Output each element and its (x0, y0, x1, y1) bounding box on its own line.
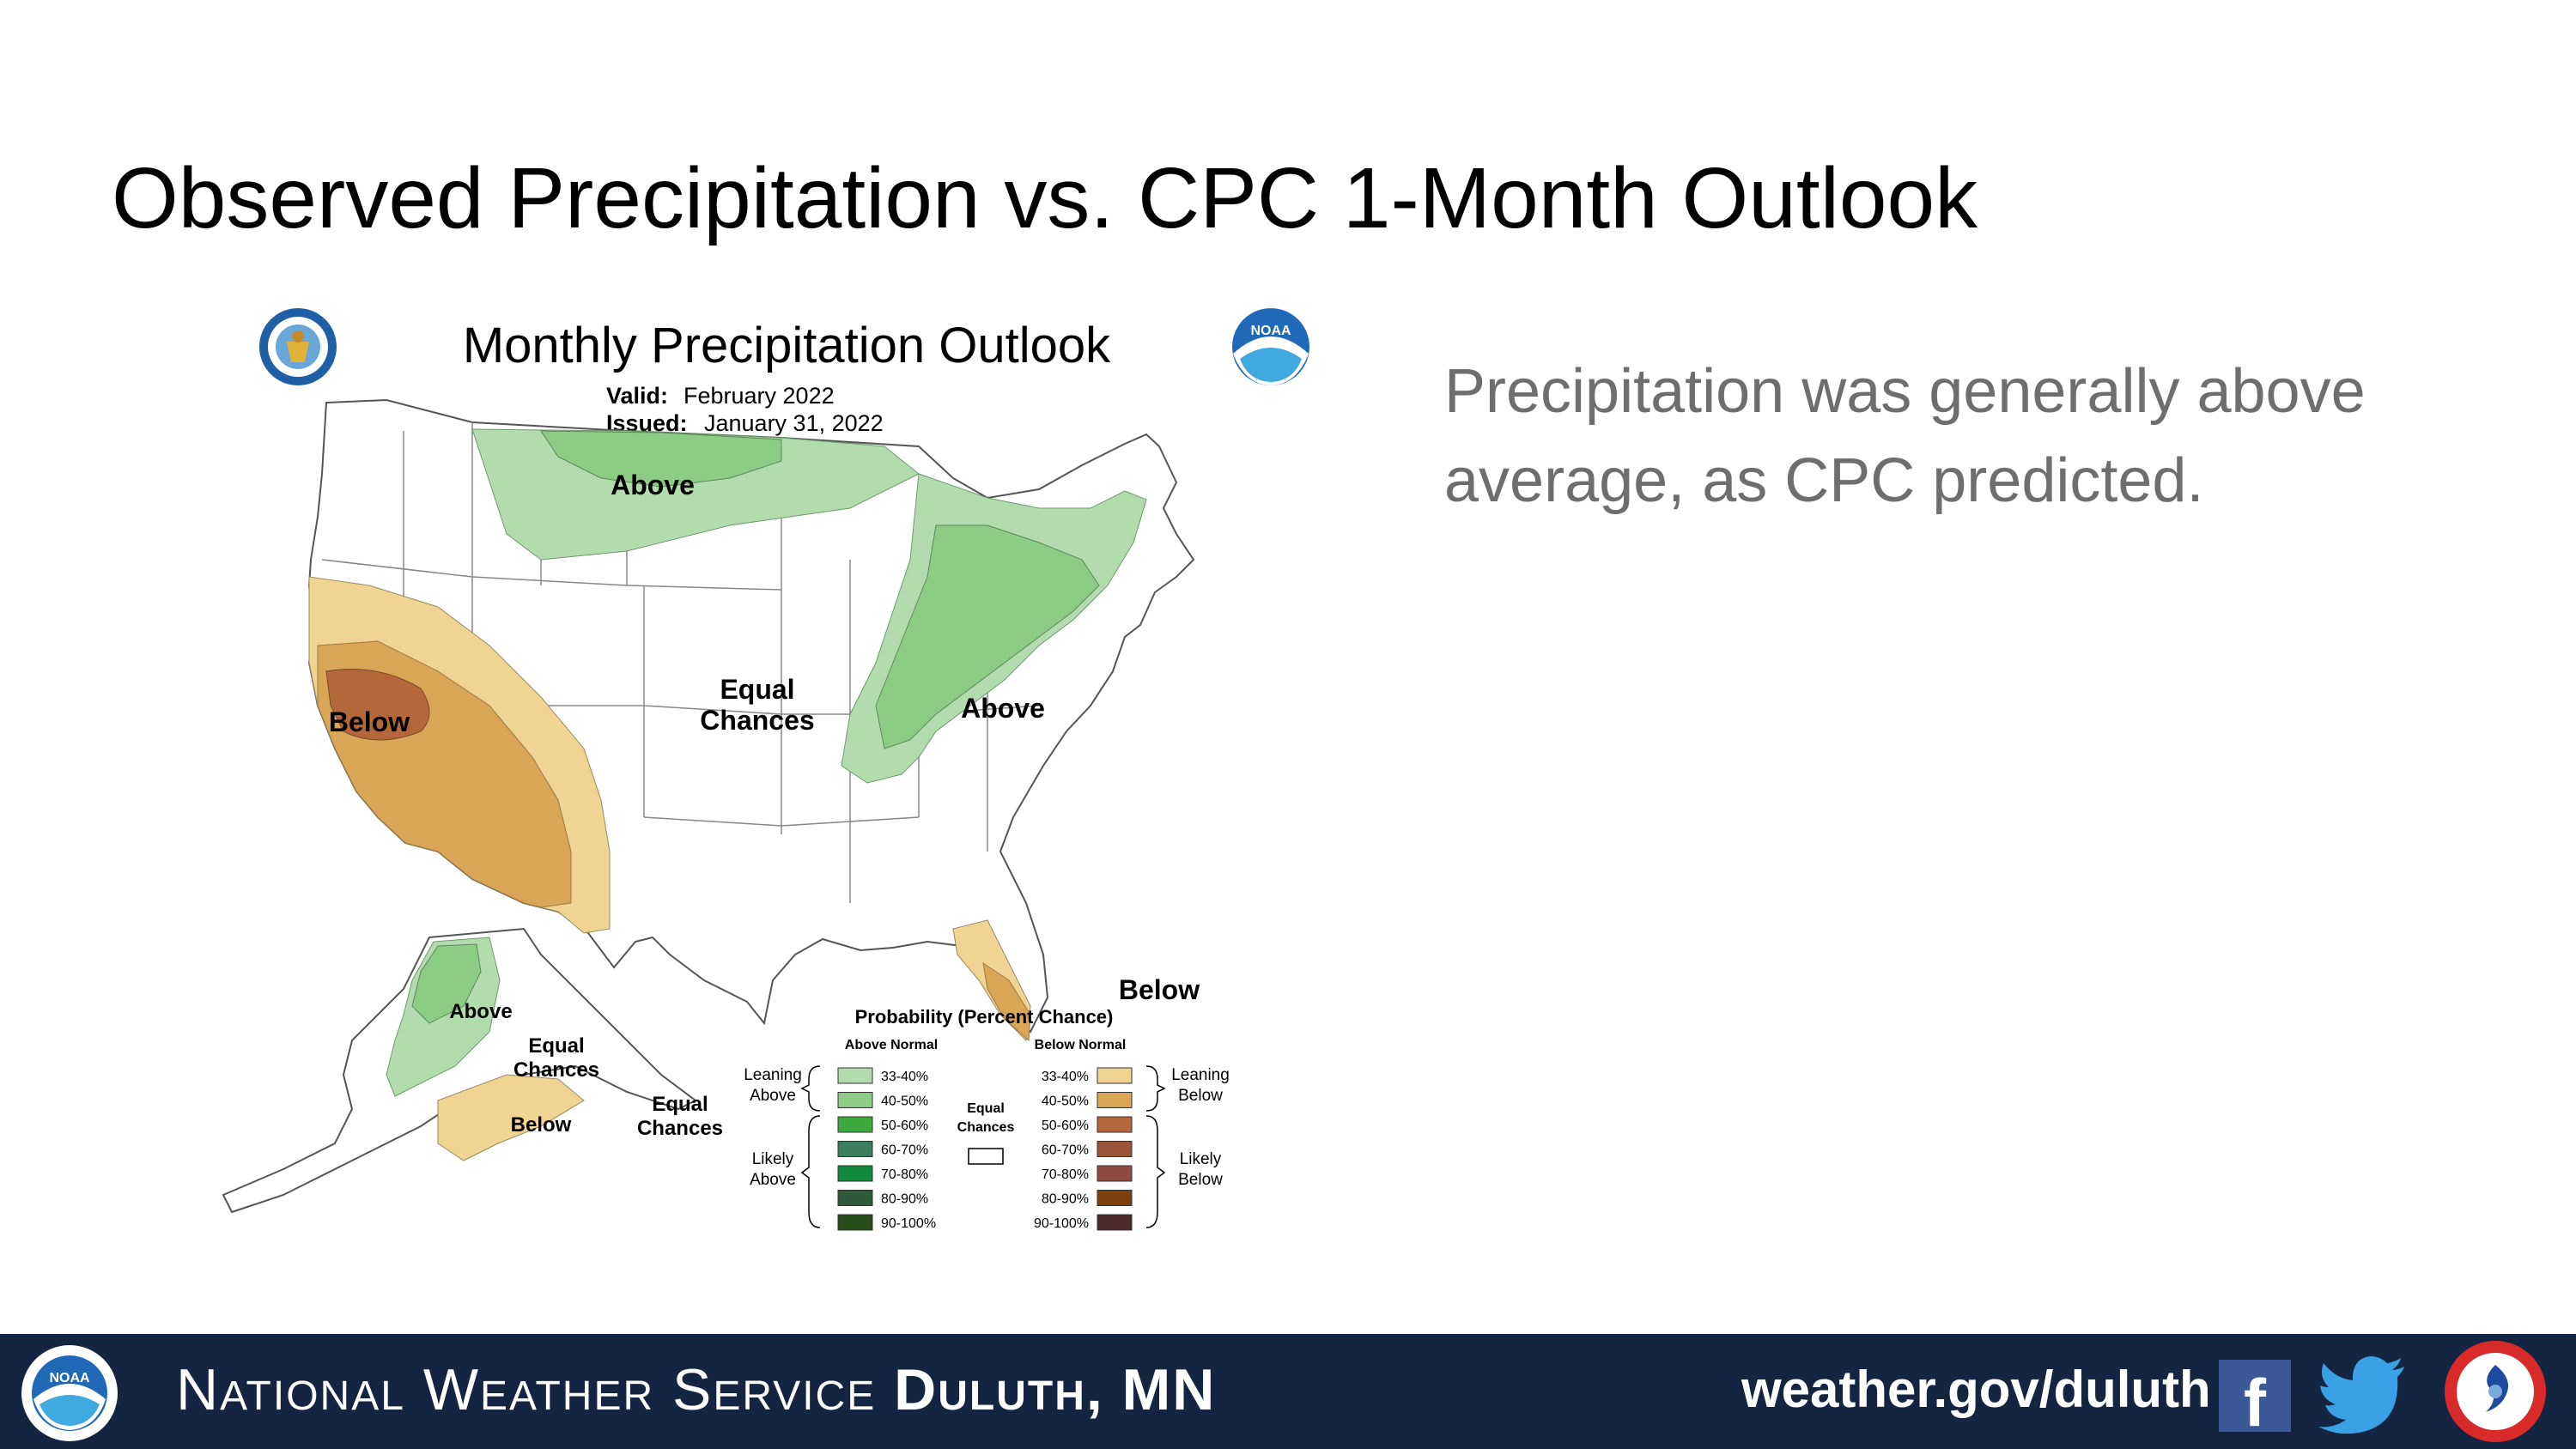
legend-above-item-label: 90-100% (881, 1216, 936, 1231)
legend-above-header: Above Normal (845, 1038, 938, 1052)
legend-likely-above-2: Above (750, 1171, 796, 1189)
label-below-west: Below (329, 706, 410, 737)
alaska-above-mid (411, 943, 482, 1024)
issued-value: January 31, 2022 (704, 410, 884, 436)
legend-likely-above-1: Likely (752, 1150, 794, 1168)
map-title: Monthly Precipitation Outlook (463, 318, 1111, 373)
legend-above-item-swatch (837, 1165, 873, 1182)
legend-title: Probability (Percent Chance) (855, 1006, 1114, 1028)
legend-above-item-label: 60-70% (881, 1143, 928, 1158)
noaa-logo-icon: NOAA (1232, 308, 1309, 385)
legend-above-item-swatch (837, 1214, 873, 1231)
legend-above-item-swatch (837, 1092, 873, 1108)
label-above-north: Above (611, 470, 695, 500)
svg-text:NOAA: NOAA (49, 1371, 90, 1385)
facebook-icon[interactable]: f (2219, 1360, 2291, 1432)
footer-organization: National Weather Service Duluth, MN (176, 1356, 1216, 1423)
footer-bar: NOAA National Weather Service Duluth, MN… (0, 1334, 2576, 1449)
label-ak-below: Below (511, 1113, 572, 1137)
label-ak-equal2-1: Equal (652, 1093, 708, 1116)
legend-likely-below-2: Below (1178, 1171, 1223, 1189)
precipitation-outlook-map: NOAA Monthly Precipitation Outlook Valid… (180, 302, 1374, 1238)
legend-equal-2: Chances (957, 1120, 1015, 1135)
facebook-glyph: f (2244, 1365, 2266, 1432)
label-ak-equal-1: Equal (528, 1034, 584, 1058)
legend-above-item-label: 40-50% (881, 1094, 928, 1109)
legend-below-item-swatch (1097, 1067, 1133, 1084)
legend-below-item-swatch (1097, 1092, 1133, 1108)
legend-below-item-swatch (1097, 1141, 1133, 1157)
legend-above-item-label: 80-90% (881, 1192, 928, 1207)
legend-below-header: Below Normal (1035, 1038, 1127, 1052)
footer-url-link[interactable]: weather.gov/duluth (1741, 1361, 2211, 1418)
summary-text: Precipitation was generally above averag… (1444, 357, 2366, 515)
footer-office: Duluth, MN (894, 1357, 1217, 1422)
legend-equal-1: Equal (967, 1101, 1005, 1116)
svg-text:NOAA: NOAA (1250, 324, 1291, 338)
twitter-icon[interactable] (2318, 1356, 2408, 1434)
legend-leaning-above-2: Above (750, 1087, 796, 1105)
alaska-below (437, 1074, 585, 1161)
label-ak-above: Above (449, 1000, 512, 1023)
nws-logo-icon (2445, 1341, 2546, 1442)
label-ak-equal2-2: Chances (637, 1117, 723, 1140)
legend-below-item-label: 33-40% (1042, 1070, 1089, 1084)
legend-likely-below-1: Likely (1180, 1150, 1222, 1168)
legend-above-item-label: 50-60% (881, 1119, 928, 1133)
label-equal-conus-1: Equal (720, 674, 794, 705)
valid-label: Valid: (606, 383, 668, 409)
legend-below-item-label: 90-100% (1034, 1216, 1089, 1231)
below-florida-mid (982, 961, 1031, 1042)
label-ak-equal-2: Chances (513, 1058, 599, 1082)
label-equal-conus-2: Chances (700, 705, 814, 736)
legend-below-item-label: 50-60% (1042, 1119, 1089, 1133)
legend-equal-swatch (968, 1148, 1004, 1165)
legend-above-item-label: 33-40% (881, 1070, 928, 1084)
above-north-mid (540, 430, 782, 488)
probability-legend: Probability (Percent Chance) Above Norma… (744, 1006, 1230, 1231)
legend-below-item-label: 70-80% (1042, 1167, 1089, 1182)
legend-above-item-label: 70-80% (881, 1167, 928, 1182)
legend-above-item-swatch (837, 1141, 873, 1157)
legend-below-item-swatch (1097, 1214, 1133, 1231)
legend-leaning-below-2: Below (1178, 1087, 1223, 1105)
noaa-logo-icon: NOAA (21, 1345, 118, 1441)
below-region-dark (325, 669, 430, 741)
legend-leaning-below-1: Leaning (1171, 1066, 1230, 1084)
alaska-outline (222, 927, 697, 1214)
legend-above-item-swatch (837, 1067, 873, 1084)
valid-value: February 2022 (683, 383, 835, 409)
legend-leaning-above-1: Leaning (744, 1066, 802, 1084)
commerce-seal-icon (259, 308, 337, 385)
legend-above-item-swatch (837, 1116, 873, 1133)
above-east-mid (875, 524, 1100, 749)
label-below-florida: Below (1119, 974, 1200, 1005)
footer-org-prefix: National Weather Service (176, 1357, 895, 1422)
legend-below-item-swatch (1097, 1165, 1133, 1182)
label-above-east: Above (961, 693, 1045, 724)
legend-below-item-label: 40-50% (1042, 1094, 1089, 1109)
legend-below-item-label: 80-90% (1042, 1192, 1089, 1207)
legend-below-item-swatch (1097, 1116, 1133, 1133)
legend-below-item-swatch (1097, 1190, 1133, 1206)
legend-above-item-swatch (837, 1190, 873, 1206)
slide-title: Observed Precipitation vs. CPC 1-Month O… (112, 150, 1978, 246)
legend-below-item-label: 60-70% (1042, 1143, 1089, 1158)
